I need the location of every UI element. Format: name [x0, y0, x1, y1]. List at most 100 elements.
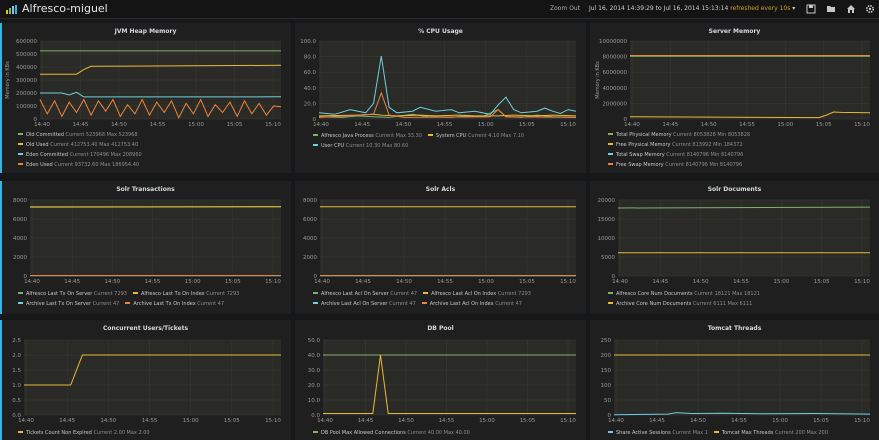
series-line-db-pool-max-allowed-connections	[323, 354, 576, 414]
x-tick-label: 15:05	[813, 418, 829, 424]
chart-server-memory: 100000008000000600000040000002000000014:…	[595, 39, 871, 128]
legend-item-tickets-count-non-expired[interactable]: Tickets Count Non Expired Current 2.00 M…	[18, 428, 150, 438]
panel-title[interactable]: Solr Documents	[707, 186, 762, 193]
gear-icon[interactable]	[865, 4, 875, 14]
legend-item-system-cpu[interactable]: System CPU Current 4.10 Max 7.10	[427, 131, 524, 141]
legend-solr-transactions: Alfresco Last Tx On Server Current 7293 A…	[18, 289, 288, 309]
y-tick-label: 300000	[16, 78, 37, 84]
legend-item-eden-used[interactable]: Eden Used Current 93732.60 Max 186954.40	[18, 160, 139, 170]
save-icon[interactable]	[806, 4, 816, 14]
x-tick-label: 14:45	[652, 279, 668, 285]
chart-concurrent-users-tickets: 2.5 2.0 1.5 1.0 0.5 0.014:40 14:45 14:50 14:55 15…	[12, 338, 281, 424]
legend-item-alfresco-last-acl-on-index[interactable]: Alfresco Last Acl On Index Current 7293	[423, 289, 531, 299]
panel-cpu-usage: % CPU Usage 100.0 80.0 60.0 40.0 20.0 0 14:40 1…	[295, 23, 586, 173]
legend-item-archive-core-num-documents[interactable]: Archive Core Num Documents Current 6111 …	[608, 299, 752, 309]
x-tick-label: 15:00	[777, 122, 793, 128]
legend-item-alfresco-last-tx-on-index[interactable]: Alfresco Last Tx On Index Current 7293	[132, 289, 239, 299]
series-line-eden-used	[39, 98, 282, 119]
x-tick-label: 14:40	[24, 279, 40, 285]
zoom-out-button[interactable]: Zoom Out	[550, 5, 581, 12]
chart-jvm-heap-memory: 600000500000400000300000200000100000014:…	[5, 39, 282, 128]
y-tick-label: 250	[601, 338, 612, 344]
legend-item-alfresco-last-tx-on-server[interactable]: Alfresco Last Tx On Server Current 7293	[18, 289, 127, 299]
panel-solr-documents: Solr Documents 20000 15000 10000 5000 0 14:40…	[590, 181, 879, 314]
legend-item-alfresco-last-acl-on-server[interactable]: Alfresco Last Acl On Server Current 47	[313, 289, 417, 299]
legend-item-user-cpu[interactable]: User CPU Current 10.30 Max 80.60	[313, 141, 408, 151]
legend-item-alfresco-java-process[interactable]: Alfresco Java Process Current Max 33.30	[313, 131, 422, 141]
y-tick-label: 150	[601, 368, 612, 374]
panel-title[interactable]: Solr Acls	[425, 186, 456, 193]
legend-item-free-physical-memory[interactable]: Free Physical Memory Current 813992 Min …	[608, 140, 743, 150]
plot-area	[630, 41, 870, 119]
time-range-picker[interactable]: Jul 16, 2014 14:39:29 to Jul 16, 2014 15…	[589, 5, 795, 12]
y-tick-label: 8000000	[603, 55, 628, 61]
legend-item-tomcat-max-threads[interactable]: Tomcat Max Threads Current 200 Max 200	[713, 428, 828, 438]
panel-title[interactable]: Concurrent Users/Tickets	[102, 325, 189, 332]
y-tick-label: 4000000	[603, 86, 628, 92]
x-tick-label: 14:45	[354, 122, 370, 128]
legend-item-old-committed[interactable]: Old Committed Current 523968 Max 523968	[18, 130, 138, 140]
x-tick-label: 14:45	[649, 418, 665, 424]
legend-item-total-physical-memory[interactable]: Total Physical Memory Current 8053828 Mi…	[608, 130, 750, 140]
panel-title[interactable]: JVM Heap Memory	[114, 28, 177, 35]
chart-cpu-usage: 100.0 80.0 60.0 40.0 20.0 014:40 14:45 14:50 14:…	[300, 39, 577, 128]
y-tick-label: 0	[608, 413, 612, 419]
home-icon[interactable]	[846, 4, 856, 14]
panel-title[interactable]: Server Memory	[708, 28, 761, 35]
legend-item-share-active-sessions[interactable]: Share Active Sessions Current Max 1	[608, 428, 708, 438]
folder-open-icon[interactable]	[826, 4, 836, 14]
legend-item-archive-last-acl-on-index[interactable]: Archive Last Acl On Index Current 47	[421, 299, 522, 309]
x-tick-label: 15:10	[265, 279, 281, 285]
legend-item-archive-last-tx-on-index[interactable]: Archive Last Tx On Index Current 47	[125, 299, 224, 309]
plot-area	[323, 340, 576, 415]
dashboard-logo-icon[interactable]	[6, 5, 19, 14]
x-tick-label: 14:50	[104, 279, 120, 285]
y-tick-label: 2.5	[12, 338, 21, 344]
legend-solr-documents: Alfresco Core Num Documents Current 1812…	[608, 289, 878, 309]
x-tick-label: 15:10	[854, 418, 870, 424]
y-tick-label: 5000	[601, 255, 615, 261]
panel-jvm-heap-memory: JVM Heap Memory 600000 500000 400000 300000…	[0, 23, 291, 173]
x-tick-label: 15:05	[227, 122, 243, 128]
y-tick-label: 0	[612, 274, 616, 280]
series-line-system-cpu	[318, 113, 577, 117]
y-tick-label: 2.0	[12, 353, 21, 359]
panel-title[interactable]: Tomcat Threads	[707, 325, 762, 332]
x-tick-label: 15:05	[519, 122, 535, 128]
panel-title[interactable]: DB Pool	[427, 325, 454, 332]
chart-solr-acls: 8000 6000 4000 2000 014:40 14:45 14:50 14:55 15:…	[303, 198, 576, 285]
y-tick-label: 80.0	[304, 55, 317, 61]
panel-title[interactable]: Solr Transactions	[116, 186, 175, 193]
panel-solr-transactions: Solr Transactions 8000 6000 4000 2000 0 14:40…	[0, 181, 291, 314]
y-tick-label: 100.0	[300, 39, 316, 45]
y-tick-label: 6000	[303, 217, 317, 223]
x-tick-label: 14:40	[313, 122, 329, 128]
chart-solr-transactions: 8000 6000 4000 2000 014:40 14:45 14:50 14:55 15:…	[13, 198, 281, 285]
x-tick-label: 14:45	[355, 279, 371, 285]
plot-area	[24, 340, 281, 415]
x-tick-label: 15:00	[188, 122, 204, 128]
legend-item-alfresco-core-num-documents[interactable]: Alfresco Core Num Documents Current 1812…	[608, 289, 760, 299]
y-tick-label: 0	[624, 117, 628, 123]
legend-item-archive-last-acl-on-server[interactable]: Archive Last Acl On Server Current 47	[313, 299, 416, 309]
legend-db-pool: DB Pool Max Allowed Connections Current …	[313, 428, 583, 438]
legend-item-free-swap-memory[interactable]: Free Swap Memory Current 8140796 Min 814…	[608, 160, 742, 170]
series-line-free-physical-memory	[629, 111, 871, 119]
series-line-user-cpu	[318, 56, 577, 115]
x-tick-label: 15:00	[478, 122, 494, 128]
x-tick-label: 15:10	[265, 418, 281, 424]
legend-item-old-used[interactable]: Old Used Current 412753.40 Max 412753.40	[18, 140, 138, 150]
y-tick-label: 8000	[303, 198, 317, 204]
panel-concurrent-users-tickets: Concurrent Users/Tickets 2.5 2.0 1.5 1.0 0.5…	[0, 320, 291, 440]
x-tick-label: 14:45	[64, 279, 80, 285]
y-tick-label: 20.0	[304, 101, 317, 107]
legend-item-eden-committed[interactable]: Eden Committed Current 170496 Max 208960	[18, 150, 142, 160]
panel-title[interactable]: % CPU Usage	[418, 28, 463, 35]
legend-item-total-swap-memory[interactable]: Total Swap Memory Current 8140796 Min 81…	[608, 150, 743, 160]
y-tick-label: 40.0	[304, 86, 317, 92]
legend-item-db-pool-max-allowed-connections[interactable]: DB Pool Max Allowed Connections Current …	[313, 428, 470, 438]
x-tick-label: 14:55	[142, 418, 158, 424]
y-tick-label: 10.0	[308, 398, 321, 404]
legend-item-archive-last-tx-on-server[interactable]: Archive Last Tx On Server Current 47	[18, 299, 119, 309]
dashboard-title[interactable]: Alfresco-miguel	[22, 2, 108, 15]
